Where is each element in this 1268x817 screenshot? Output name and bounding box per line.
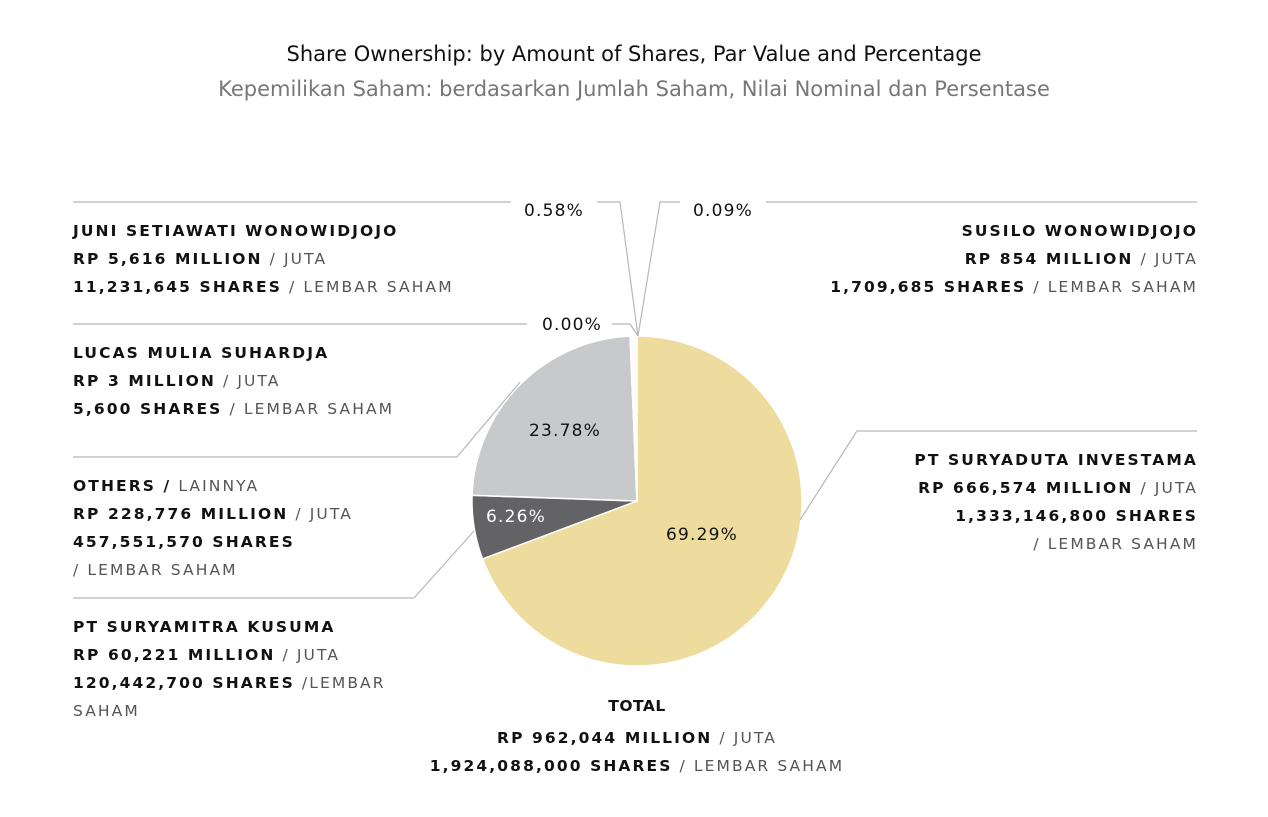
holder-shares: 11,231,645 SHARES [73,278,282,296]
total-value-unit: / JUTA [719,729,777,747]
leader-line-suryaduta [799,430,1197,521]
pct-label-suryamitra: 6.26% [486,507,546,527]
pct-label-susilo: 0.09% [693,201,753,221]
holder-value-unit: / JUTA [295,505,353,523]
holder-value: RP 3 MILLION [73,372,216,390]
holder-value: RP 60,221 MILLION [73,646,276,664]
holder-shares-unit: / LEMBAR SAHAM [73,561,238,579]
pct-label-lucas: 0.00% [542,315,602,335]
holder-value: RP 228,776 MILLION [73,505,289,523]
holder-shares: 5,600 SHARES [73,400,223,418]
holder-name: LUCAS MULIA SUHARDJA [73,344,330,362]
holder-value: RP 5,616 MILLION [73,250,263,268]
leader-line-susilo [637,201,680,337]
holder-name: PT SURYAMITRA KUSUMA [73,618,336,636]
pie-slice-susilo-wonowidjojo [635,335,638,502]
total-label: TOTAL [608,697,666,715]
legend-block-juni: JUNI SETIAWATI WONOWIDJOJO RP 5,616 MILL… [73,217,454,301]
chart-title: Share Ownership: by Amount of Shares, Pa… [286,42,982,66]
leader-line-juni-tail [597,201,639,337]
holder-shares-unit: / LEMBAR SAHAM [1033,278,1198,296]
holder-name-id: LAINNYA [178,477,260,495]
total-block: TOTAL RP 962,044 MILLION / JUTA 1,924,08… [0,692,1268,780]
percent-labels: 0.58% 0.09% 0.00% 23.78% 6.26% 69.29% [486,201,753,545]
legend-block-suryaduta: PT SURYADUTA INVESTAMA RP 666,574 MILLIO… [914,446,1198,558]
total-shares-unit: / LEMBAR SAHAM [679,757,845,775]
holder-shares: 120,442,700 SHARES [73,674,295,692]
holder-value-unit: / JUTA [1140,250,1198,268]
total-shares: 1,924,088,000 SHARES [429,757,673,775]
pct-label-others: 23.78% [529,421,601,441]
leader-line-lucas-tail [612,323,639,337]
holder-shares-unit: / LEMBAR SAHAM [289,278,454,296]
legend-block-susilo: SUSILO WONOWIDJOJO RP 854 MILLION / JUTA… [830,217,1198,301]
pct-label-juni: 0.58% [524,201,584,221]
holder-name: OTHERS / [73,477,172,495]
holder-shares: 457,551,570 SHARES [73,533,295,551]
legend-block-lucas: LUCAS MULIA SUHARDJA RP 3 MILLION / JUTA… [73,339,394,423]
holder-name: JUNI SETIAWATI WONOWIDJOJO [73,222,399,240]
holder-name: PT SURYADUTA INVESTAMA [914,451,1198,469]
holder-shares: 1,709,685 SHARES [830,278,1027,296]
holder-shares-unit: / LEMBAR SAHAM [229,400,395,418]
pie-slice-pt-suryaduta-investama [481,335,803,667]
holder-shares-unit: /LEMBAR [301,674,386,692]
holder-shares-unit-cont: SAHAM [73,702,140,720]
holder-shares: 1,333,146,800 SHARES [955,507,1198,525]
holder-value: RP 854 MILLION [964,250,1134,268]
pie-slices [471,335,803,667]
leader-line-suryamitra [73,530,475,599]
legend-block-suryamitra: PT SURYAMITRA KUSUMA RP 60,221 MILLION /… [73,613,386,725]
holder-value-unit: / JUTA [1140,479,1198,497]
leader-lines [73,201,1197,599]
chart-subtitle: Kepemilikan Saham: berdasarkan Jumlah Sa… [218,77,1050,101]
legend-block-others: OTHERS / LAINNYA RP 228,776 MILLION / JU… [73,472,353,584]
leader-line-others [73,381,521,458]
holder-value-unit: / JUTA [269,250,328,268]
holder-shares-unit: / LEMBAR SAHAM [1033,535,1198,553]
pct-label-suryaduta: 69.29% [666,525,738,545]
holder-value-unit: / JUTA [282,646,341,664]
total-value: RP 962,044 MILLION [497,729,713,747]
holder-value-unit: / JUTA [222,372,281,390]
holder-value: RP 666,574 MILLION [918,479,1134,497]
holder-name: SUSILO WONOWIDJOJO [961,222,1198,240]
pie-slice-others-lainnya [471,335,638,502]
